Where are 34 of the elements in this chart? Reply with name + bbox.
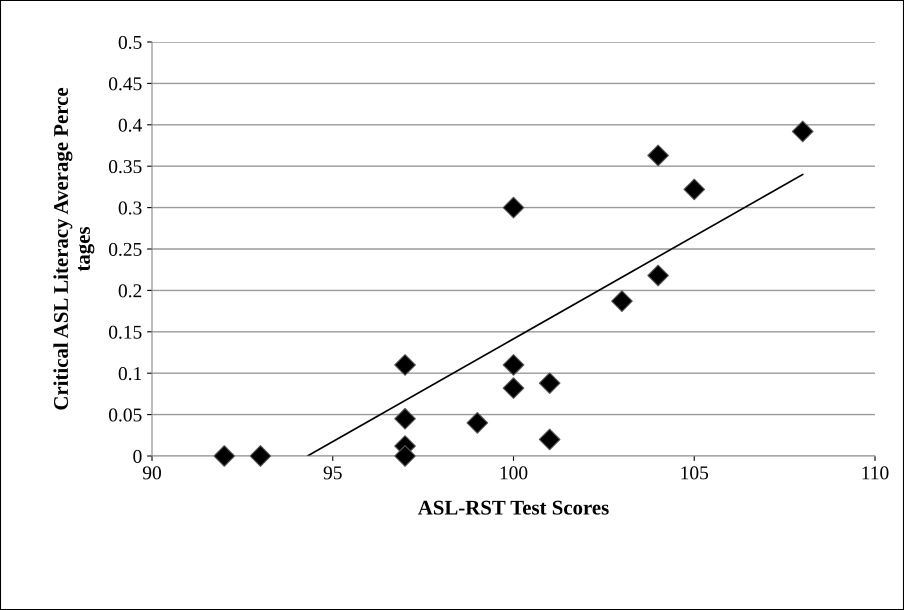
- y-tick-label: 0.35: [108, 160, 142, 174]
- y-tick-label: 0.15: [108, 326, 142, 339]
- point: [394, 445, 416, 467]
- point: [647, 144, 669, 166]
- y-axis-title: Critical ASL Literacy Average Perce tages: [53, 88, 94, 410]
- point: [611, 290, 633, 312]
- y-tick-label: 0.2: [118, 284, 142, 298]
- point: [394, 354, 416, 376]
- point: [683, 178, 706, 200]
- point: [792, 120, 814, 142]
- point: [394, 408, 416, 430]
- x-tick-label: 100: [500, 466, 528, 480]
- point: [213, 445, 236, 467]
- point: [538, 372, 561, 394]
- point: [466, 412, 488, 434]
- point: [502, 354, 524, 376]
- x-tick-label: 95: [324, 466, 342, 480]
- x-tick-label: 90: [142, 466, 161, 480]
- y-tick-label: 0.1: [118, 367, 142, 380]
- point: [502, 196, 524, 218]
- x-tick-label: 110: [862, 466, 888, 480]
- y-tick-label: 0.25: [108, 242, 142, 256]
- x-tick-label: 105: [681, 466, 708, 480]
- y-tick-label: 0.5: [118, 36, 142, 50]
- y-tick-label: 0.4: [118, 118, 142, 132]
- point: [250, 445, 272, 467]
- y-tick-label: 0.45: [108, 77, 142, 90]
- point: [502, 377, 524, 399]
- y-tick-label: 0: [133, 450, 142, 463]
- point: [538, 428, 561, 450]
- y-tick-label: 0.05: [108, 408, 142, 422]
- point: [647, 264, 669, 286]
- y-tick-label: 0.3: [118, 201, 142, 215]
- x-axis-title: ASL-RST Test Scores: [418, 500, 609, 515]
